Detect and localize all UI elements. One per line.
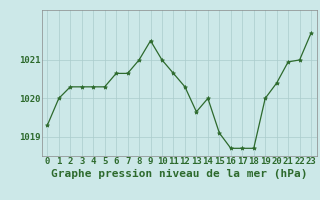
X-axis label: Graphe pression niveau de la mer (hPa): Graphe pression niveau de la mer (hPa): [51, 169, 308, 179]
